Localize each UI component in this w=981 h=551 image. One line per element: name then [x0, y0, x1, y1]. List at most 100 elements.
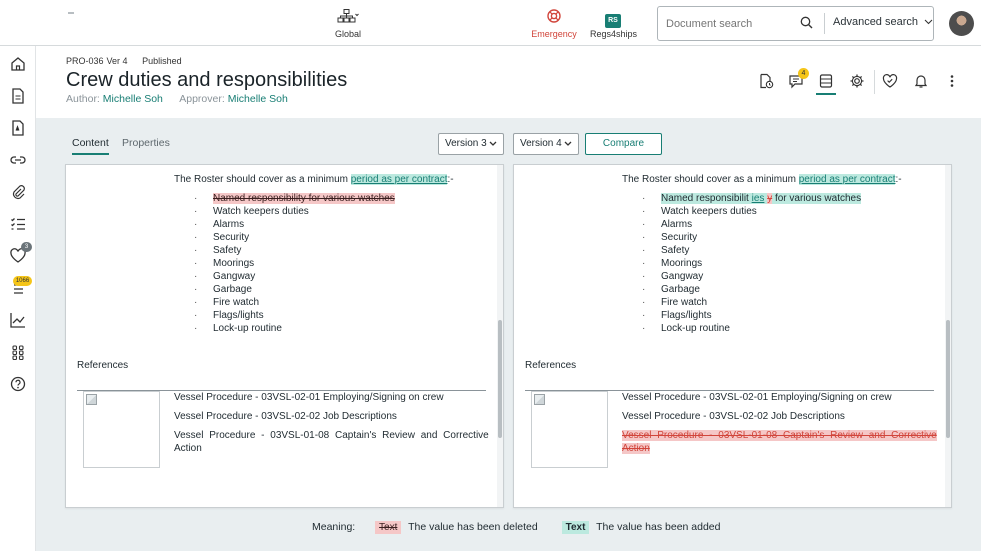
emergency-button[interactable]: Emergency — [530, 9, 578, 39]
reference-image — [531, 391, 608, 468]
bell-icon — [914, 75, 928, 88]
sidebar-item-favorites[interactable]: 3 — [8, 242, 32, 266]
roster-link[interactable]: period as per contract — [798, 174, 896, 185]
document-search: Advanced search — [657, 6, 934, 41]
legend-added-desc: The value has been added — [596, 521, 721, 533]
left-version-select[interactable]: Version 3 — [438, 133, 504, 155]
left-version-panel[interactable]: The Roster should cover as a minimum per… — [65, 164, 504, 508]
reference-link[interactable]: Vessel Procedure - 03VSL-02-01 Employing… — [174, 392, 444, 403]
sidebar-item-apps[interactable] — [8, 342, 28, 362]
list-item: Lock-up routine — [661, 322, 730, 334]
references-heading: References — [525, 360, 577, 371]
gear-icon — [850, 74, 864, 88]
chevron-down-icon — [924, 19, 933, 25]
bullet: · — [194, 257, 198, 269]
favorites-count-badge: 3 — [21, 242, 32, 252]
list-item: Fire watch — [661, 296, 708, 308]
regs4ships-button[interactable]: RS Regs4ships — [590, 9, 637, 39]
chevron-down-icon — [489, 141, 497, 146]
bullet: · — [194, 270, 198, 282]
favorite-button[interactable] — [878, 70, 902, 94]
bullet: · — [642, 283, 646, 295]
bullet: · — [194, 309, 198, 321]
logo[interactable] — [68, 12, 74, 14]
avatar[interactable] — [949, 11, 974, 36]
top-bar: Global Emergency RS Regs4ships Advanced … — [0, 0, 981, 46]
approver-label: Approver: — [179, 93, 225, 105]
database-stack-icon — [819, 74, 833, 88]
roster-suffix: :- — [895, 174, 902, 185]
roster-text: The Roster should cover as a minimum — [174, 174, 348, 185]
settings-button[interactable] — [845, 70, 869, 94]
scrollbar-thumb[interactable] — [946, 320, 950, 438]
document-toolbar: 4 — [752, 68, 964, 95]
reference-link-continued[interactable]: Action — [174, 443, 202, 454]
left-sidebar: 3 1066 — [0, 46, 36, 551]
list-item: Fire watch — [213, 296, 260, 308]
list-item: Garbage — [213, 283, 252, 295]
reference-image — [83, 391, 160, 468]
bullet: · — [194, 231, 198, 243]
list-item: Watch keepers duties — [661, 206, 757, 217]
sidebar-item-attachments[interactable] — [8, 182, 28, 202]
references-heading: References — [77, 360, 129, 371]
reference-link[interactable]: Vessel Procedure - 03VSL-02-02 Job Descr… — [174, 411, 397, 422]
sidebar-item-tasks[interactable]: 1066 — [8, 276, 32, 298]
reference-link[interactable]: Vessel Procedure - 03VSL-02-01 Employing… — [622, 392, 892, 403]
roster-paragraph: The Roster should cover as a minimum per… — [622, 174, 902, 185]
bullet: · — [194, 322, 198, 334]
scrollbar-thumb[interactable] — [498, 320, 502, 438]
bullet: · — [642, 296, 646, 308]
reference-link[interactable]: Vessel Procedure - 03VSL-01-08 Captain's… — [174, 430, 489, 441]
help-icon — [10, 376, 26, 392]
reference-link[interactable]: Vessel Procedure - 03VSL-02-02 Job Descr… — [622, 411, 845, 422]
scrollbar[interactable] — [497, 165, 503, 507]
roster-suffix: :- — [447, 174, 454, 185]
sidebar-item-forms[interactable] — [8, 118, 28, 138]
bullet: · — [194, 218, 198, 230]
sidebar-item-reports[interactable] — [8, 310, 28, 330]
tab-properties[interactable]: Properties — [122, 137, 170, 149]
comments-button[interactable]: 4 — [784, 68, 809, 94]
list-item: Safety — [661, 244, 690, 256]
sidebar-item-home[interactable] — [8, 54, 28, 74]
chevron-down-icon — [564, 141, 572, 146]
document-icon — [12, 88, 24, 104]
compare-button[interactable]: Compare — [585, 133, 662, 155]
notifications-button[interactable] — [909, 70, 933, 94]
legend-deleted-sample: Text — [375, 521, 402, 534]
right-version-select[interactable]: Version 4 — [513, 133, 579, 155]
scope-selector[interactable]: Global — [328, 9, 368, 39]
tasks-count-badge: 1066 — [13, 276, 32, 286]
list-item: Moorings — [213, 257, 255, 269]
approver-name[interactable]: Michelle Soh — [227, 93, 288, 105]
search-input[interactable] — [666, 13, 796, 34]
bullet: · — [194, 206, 198, 217]
tab-content[interactable]: Content — [72, 137, 109, 155]
legend-meaning-label: Meaning: — [312, 521, 356, 533]
list-item: Security — [213, 231, 250, 243]
sidebar-item-links[interactable] — [8, 150, 28, 170]
advanced-search-button[interactable]: Advanced search — [833, 16, 933, 28]
author-name[interactable]: Michelle Soh — [102, 93, 163, 105]
sidebar-item-help[interactable] — [8, 374, 28, 394]
changed-list-item: Named responsibilit ies y for various wa… — [661, 193, 862, 204]
roster-link[interactable]: period as per contract — [350, 174, 448, 185]
changed-text: Named responsibilit — [661, 193, 749, 204]
document-history-button[interactable] — [754, 70, 778, 94]
regs4ships-logo: RS — [605, 14, 621, 28]
sidebar-item-documents[interactable] — [8, 86, 28, 106]
list-item: Gangway — [213, 270, 256, 282]
sidebar-item-checklists[interactable] — [8, 214, 28, 234]
more-options-button[interactable] — [940, 70, 964, 94]
compare-versions-button[interactable] — [814, 70, 838, 94]
right-version-panel[interactable]: The Roster should cover as a minimum per… — [513, 164, 952, 508]
chart-line-icon — [10, 313, 25, 328]
list-item: Alarms — [661, 218, 693, 230]
search-icon[interactable] — [800, 16, 813, 29]
scope-label: Global — [334, 29, 361, 39]
deleted-text: y — [767, 193, 773, 204]
broken-image-icon — [534, 394, 545, 405]
scrollbar[interactable] — [945, 165, 951, 507]
bullet: · — [194, 193, 198, 204]
